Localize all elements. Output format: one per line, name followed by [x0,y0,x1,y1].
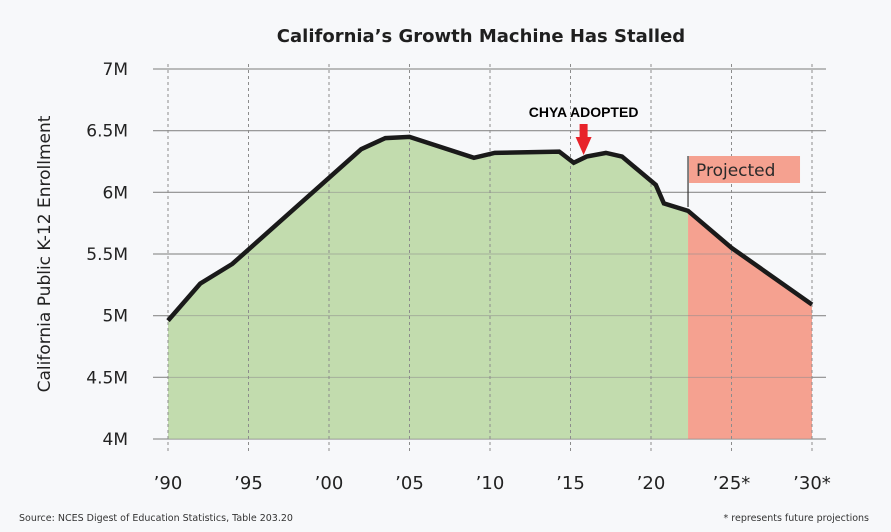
y-tick-label: 5M [103,307,128,327]
y-tick-label: 4M [103,430,128,450]
x-tick-label: ’30* [793,473,831,494]
x-tick-label: ’20 [637,473,666,494]
y-axis-label: California Public K-12 Enrollment [35,115,55,392]
source-note: Source: NCES Digest of Education Statist… [19,513,293,524]
projected-area [688,210,812,439]
historical-area [168,136,689,440]
enrollment-line [166,134,814,323]
y-tick-label: 7M [103,60,128,80]
y-tick-label: 4.5M [86,368,128,388]
x-tick-label: ’95 [234,473,263,494]
chart-title: California’s Growth Machine Has Stalled [277,26,685,47]
x-tick-label: ’10 [476,473,505,494]
x-tick-label: ’25* [713,473,751,494]
y-tick-label: 6.5M [86,122,128,142]
projected-label-box [689,156,801,183]
x-tick-label: ’00 [315,473,344,494]
footnote: * represents future projections [724,513,870,524]
x-tick-label: ’15 [556,473,585,494]
y-tick-label: 6M [103,183,128,203]
chya-annotation-label: CHYA ADOPTED [529,104,639,120]
x-tick-label: ’05 [395,473,424,494]
y-tick-label: 5.5M [86,245,128,265]
x-tick-label: ’90 [154,473,183,494]
projected-label: Projected [696,161,775,181]
chya-arrow-icon [575,124,592,155]
